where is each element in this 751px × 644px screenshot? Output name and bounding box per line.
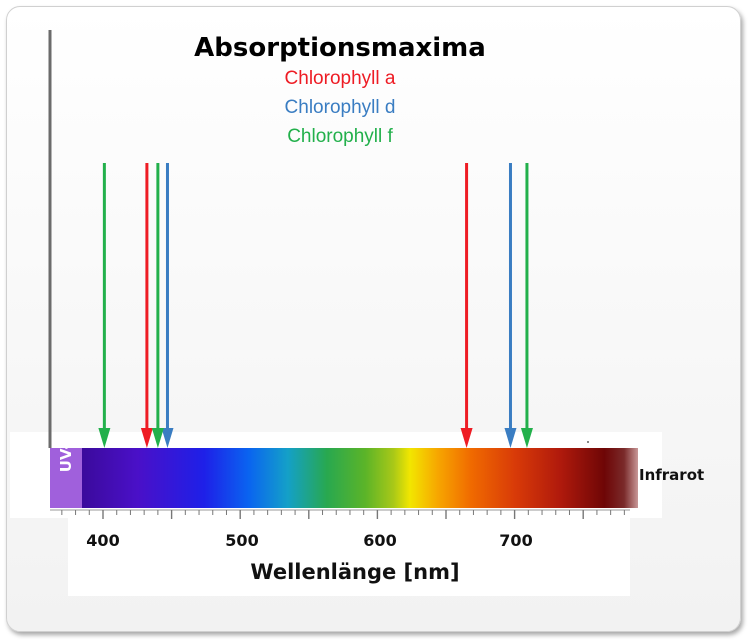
stray-dot: [587, 441, 589, 443]
legend-chlorophyll-a: Chlorophyll a: [284, 68, 396, 89]
legend-chlorophyll-d: Chlorophyll d: [284, 97, 396, 118]
tick-label-400: 400: [86, 531, 120, 550]
axis-backdrop: [68, 518, 630, 596]
visible-spectrum-band: [82, 448, 638, 508]
chart-title: Absorptionsmaxima: [194, 33, 486, 63]
arrow-series0-665nm: [460, 163, 473, 448]
x-axis-label: Wellenlänge [nm]: [250, 560, 460, 584]
infrared-label: Infrarot: [639, 466, 705, 484]
arrow-series2-440nm: [151, 163, 164, 448]
uv-a-band: [50, 448, 82, 508]
arrow-series1-447nm: [161, 163, 174, 448]
tick-label-700: 700: [499, 531, 533, 550]
arrow-series0-432nm: [140, 163, 153, 448]
tick-label-600: 600: [363, 531, 397, 550]
x-axis-ticks: [61, 510, 625, 519]
arrow-series1-697nm: [504, 163, 517, 448]
arrow-series2-401nm: [98, 163, 111, 448]
tick-label-500: 500: [225, 531, 259, 550]
legend-chlorophyll-f: Chlorophyll f: [287, 126, 393, 147]
title-block: Absorptionsmaxima Chlorophyll a Chloroph…: [160, 32, 520, 151]
arrow-series2-709nm: [520, 163, 533, 448]
absorption-arrows: [98, 163, 533, 448]
uv-a-label: UV-A: [57, 431, 75, 473]
